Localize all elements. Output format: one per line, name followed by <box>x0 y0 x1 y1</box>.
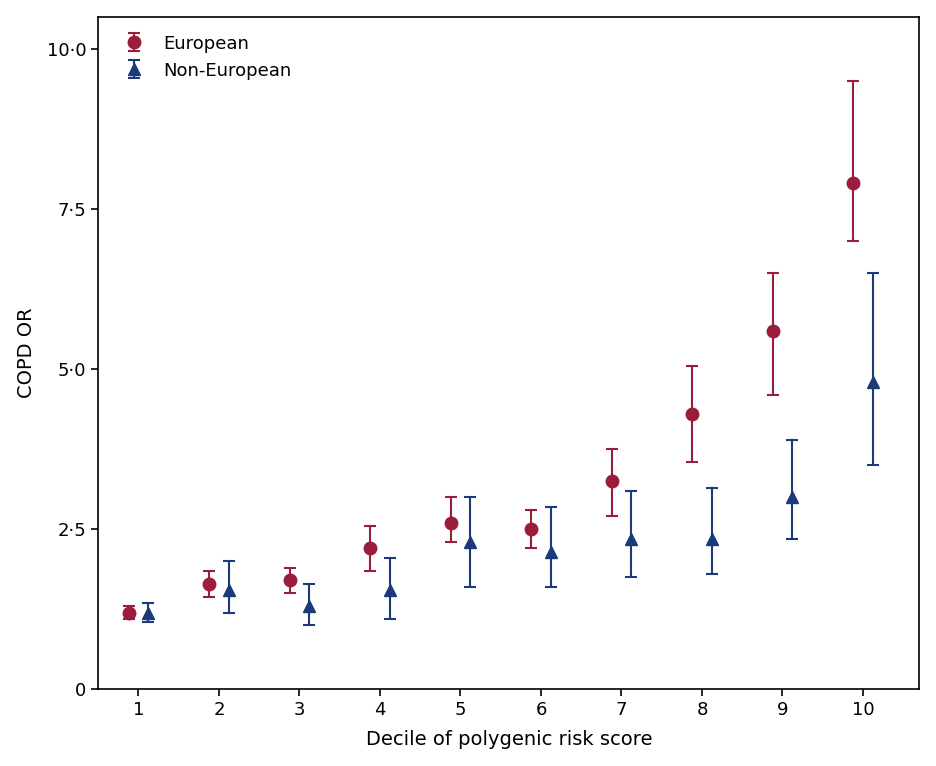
X-axis label: Decile of polygenic risk score: Decile of polygenic risk score <box>366 730 652 749</box>
Y-axis label: COPD OR: COPD OR <box>17 308 36 398</box>
Legend: European, Non-European: European, Non-European <box>108 26 300 90</box>
